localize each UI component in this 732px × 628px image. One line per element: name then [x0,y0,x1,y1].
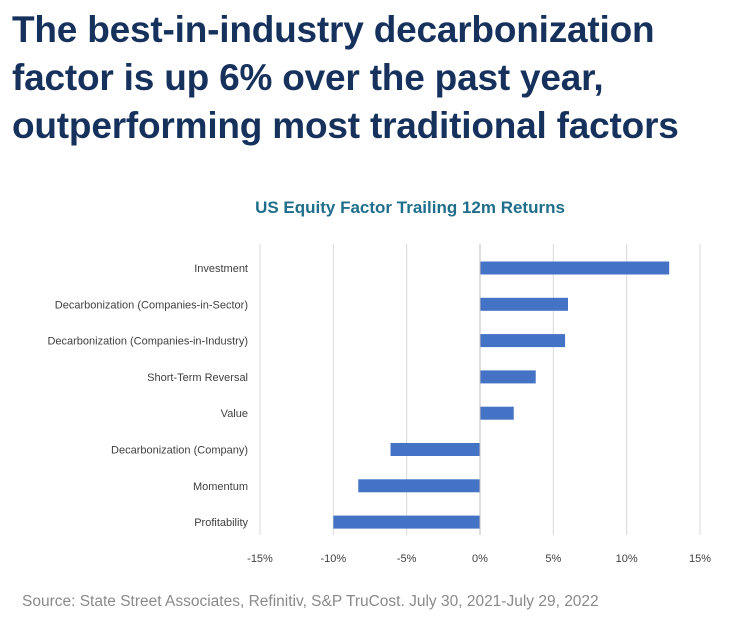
bar [333,515,480,529]
headline-line-1: The best-in-industry decarbonization [12,9,655,50]
category-label: Decarbonization (Companies-in-Industry) [47,336,248,348]
bar [480,261,670,275]
x-tick-label: -10% [320,553,346,565]
category-label: Value [221,408,248,420]
chart-title: US Equity Factor Trailing 12m Returns [255,198,565,217]
bar [480,297,568,311]
x-tick-label: -15% [247,553,273,565]
bar [358,479,480,493]
x-tick-label: 0% [472,553,488,565]
bar [480,334,566,348]
bar [390,443,480,456]
source-note: Source: State Street Associates, Refinit… [22,593,599,610]
x-tick-label: -5% [397,553,417,565]
headline-line-3: outperforming most traditional factors [12,105,679,146]
category-label: Momentum [193,481,248,493]
category-label: Decarbonization (Company) [111,445,248,457]
x-tick-label: 15% [689,553,711,565]
headline-line-2: factor is up 6% over the past year, [12,57,604,98]
category-label: Profitability [194,517,248,529]
bar [480,406,514,420]
factor-returns-bar-chart: -15% -10% -5% 0% 5% 10% 15% Investment Decarboni… [47,244,711,565]
x-tick-label: 5% [545,553,561,565]
category-label: Decarbonization (Companies-in-Sector) [55,299,248,311]
headline: The best-in-industry decarbonization fac… [12,6,724,150]
category-label: Investment [194,263,248,275]
category-label: Short-Term Reversal [147,372,248,384]
bar [480,370,536,384]
x-tick-label: 10% [616,553,638,565]
